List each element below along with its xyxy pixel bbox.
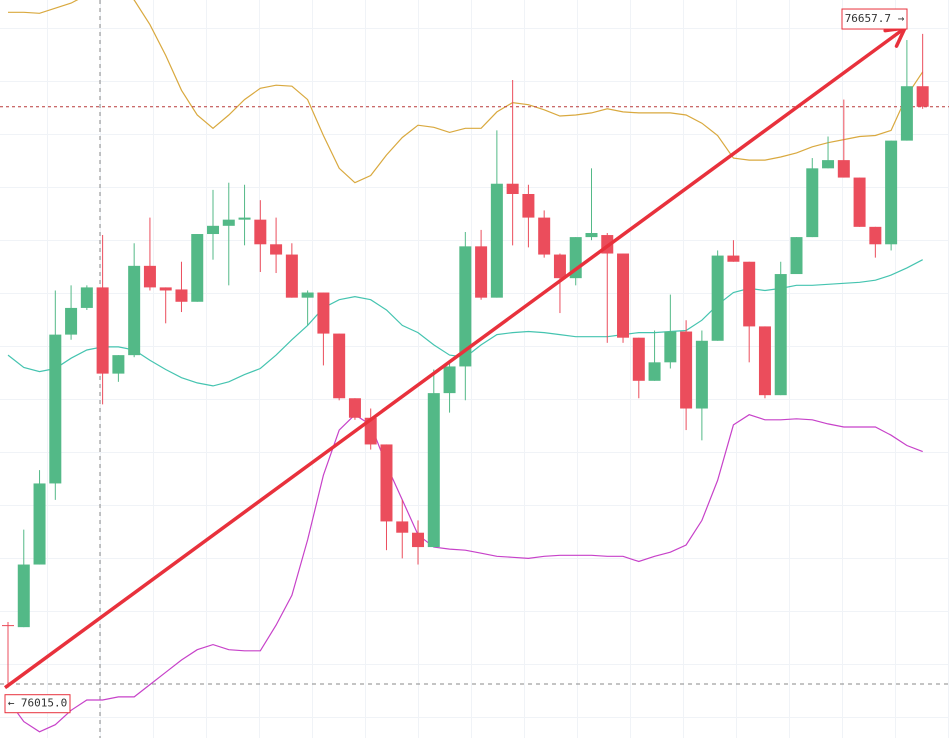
label-box — [841, 8, 908, 30]
candle-body — [490, 183, 503, 298]
candle-body — [617, 253, 630, 338]
candle-body — [175, 289, 188, 302]
candle-body — [159, 287, 172, 291]
candle-body — [380, 444, 393, 522]
candle-body — [475, 246, 488, 298]
candle-body — [128, 265, 141, 356]
candle-body — [49, 334, 62, 484]
end-price-label: 76657.7 → — [845, 12, 905, 25]
candle-body — [207, 225, 220, 235]
candle-body — [853, 177, 866, 227]
candle-body — [412, 532, 425, 548]
candle-body — [191, 234, 204, 302]
candle-body — [348, 398, 361, 418]
candle-body — [585, 232, 598, 238]
candle-body — [65, 307, 78, 335]
candle-body — [900, 86, 913, 141]
candle-body — [443, 366, 456, 394]
candle-body — [522, 193, 535, 218]
band-line — [8, 0, 924, 184]
candle-body — [916, 86, 929, 107]
candle-body — [885, 140, 898, 245]
candle-body — [837, 160, 850, 178]
candle-body — [33, 483, 46, 565]
trend-line — [3, 26, 907, 690]
candle-body — [222, 219, 235, 226]
candle-body — [364, 417, 377, 445]
candle-body — [143, 265, 156, 288]
label-box — [4, 694, 71, 714]
candle-body — [711, 255, 724, 341]
candle-body — [96, 287, 109, 374]
trend-arrow-head — [894, 26, 907, 48]
candle-body — [553, 254, 566, 279]
candle-body — [80, 287, 93, 308]
candle-body — [396, 521, 409, 533]
candle-body — [427, 393, 440, 548]
candle-body — [254, 219, 267, 245]
candle-body — [695, 340, 708, 409]
candle-body — [238, 217, 251, 220]
candle-body — [2, 625, 14, 627]
candle-body — [743, 261, 756, 327]
candle-body — [506, 183, 519, 194]
candle-body — [632, 337, 645, 381]
band-line — [7, 413, 923, 733]
candle-body — [727, 255, 740, 262]
candle-body — [869, 226, 882, 245]
candle-body — [790, 237, 803, 275]
start-price-label: ← 76015.0 — [8, 697, 68, 710]
candle-body — [270, 244, 283, 255]
candle-body — [17, 564, 30, 628]
candle-body — [459, 246, 472, 367]
candle-body — [285, 254, 298, 298]
candle-body — [774, 274, 787, 396]
candle-body — [806, 168, 819, 238]
candle-body — [112, 355, 125, 374]
candle-body — [664, 331, 677, 363]
candle-body — [333, 333, 346, 399]
candle-body — [301, 292, 314, 298]
candle-body — [758, 326, 771, 396]
candle-body — [538, 217, 551, 255]
candle-body — [680, 331, 693, 409]
candle-body — [317, 292, 330, 334]
candle-body — [822, 160, 835, 169]
candle-body — [648, 362, 661, 381]
